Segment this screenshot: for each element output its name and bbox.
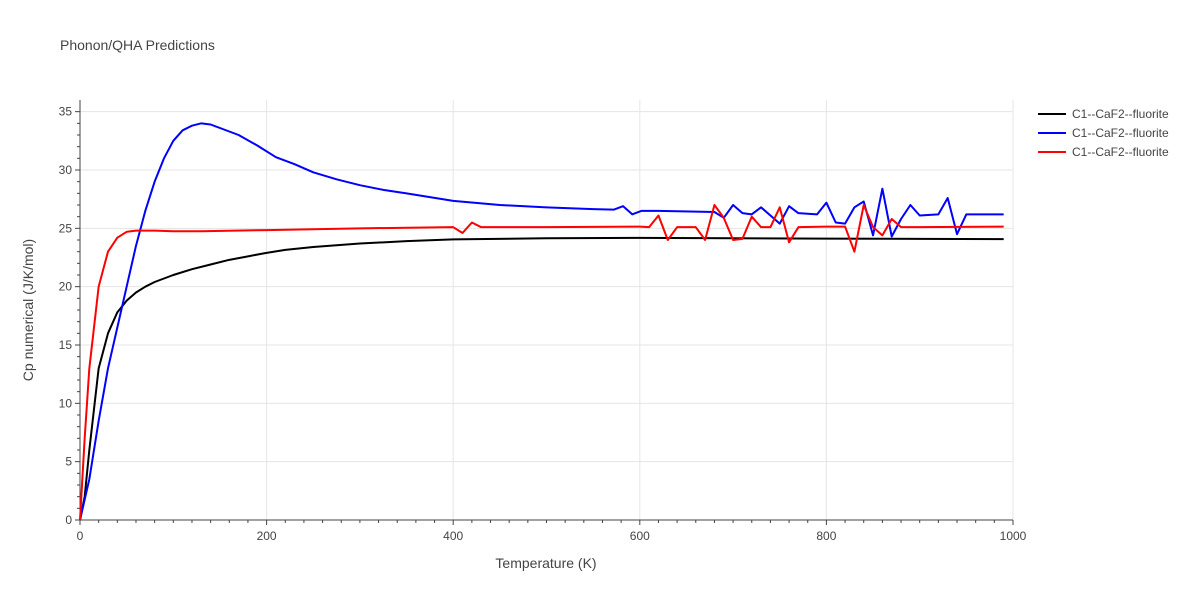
x-tick-label: 400 [443, 529, 463, 543]
y-tick-label: 15 [59, 338, 73, 352]
axes-layer: 0 200 400 600 800 1000 0 5 10 15 20 25 30 35 [59, 100, 1027, 543]
x-tick-label: 0 [77, 529, 84, 543]
legend-item-1[interactable]: C1--CaF2--fluorite [1038, 107, 1169, 121]
y-tick-label: 10 [59, 396, 73, 410]
legend-label: C1--CaF2--fluorite [1072, 145, 1169, 159]
x-tick-label: 200 [257, 529, 277, 543]
y-tick-label: 20 [59, 280, 73, 294]
legend-item-3[interactable]: C1--CaF2--fluorite [1038, 145, 1169, 159]
series-line-3[interactable] [79, 204, 1004, 521]
legend-item-2[interactable]: C1--CaF2--fluorite [1038, 126, 1169, 140]
grid-layer [80, 100, 1014, 520]
legend[interactable]: C1--CaF2--fluorite C1--CaF2--fluorite C1--… [1038, 107, 1169, 159]
y-axis-title: Cp numerical (J/K/mol) [20, 239, 36, 381]
series-line-2[interactable] [79, 122, 1004, 521]
y-tick-label: 30 [59, 163, 73, 177]
legend-label: C1--CaF2--fluorite [1072, 107, 1169, 121]
x-tick-label: 1000 [1000, 529, 1027, 543]
legend-label: C1--CaF2--fluorite [1072, 126, 1169, 140]
y-tick-label: 25 [59, 221, 73, 235]
series-line-1[interactable] [79, 236, 1004, 521]
x-tick-label: 600 [630, 529, 650, 543]
series-layer [79, 122, 1004, 521]
x-tick-label: 800 [816, 529, 836, 543]
y-tick-label: 5 [65, 455, 72, 469]
y-tick-label: 0 [65, 513, 72, 527]
y-tick-label: 35 [59, 105, 73, 119]
chart-title: Phonon/QHA Predictions [60, 37, 215, 53]
x-axis-title: Temperature (K) [495, 555, 596, 571]
